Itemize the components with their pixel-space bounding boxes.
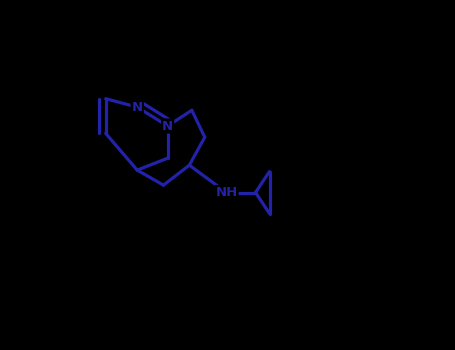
Text: N: N: [162, 119, 173, 133]
Text: N: N: [131, 100, 143, 114]
Text: NH: NH: [215, 186, 238, 199]
